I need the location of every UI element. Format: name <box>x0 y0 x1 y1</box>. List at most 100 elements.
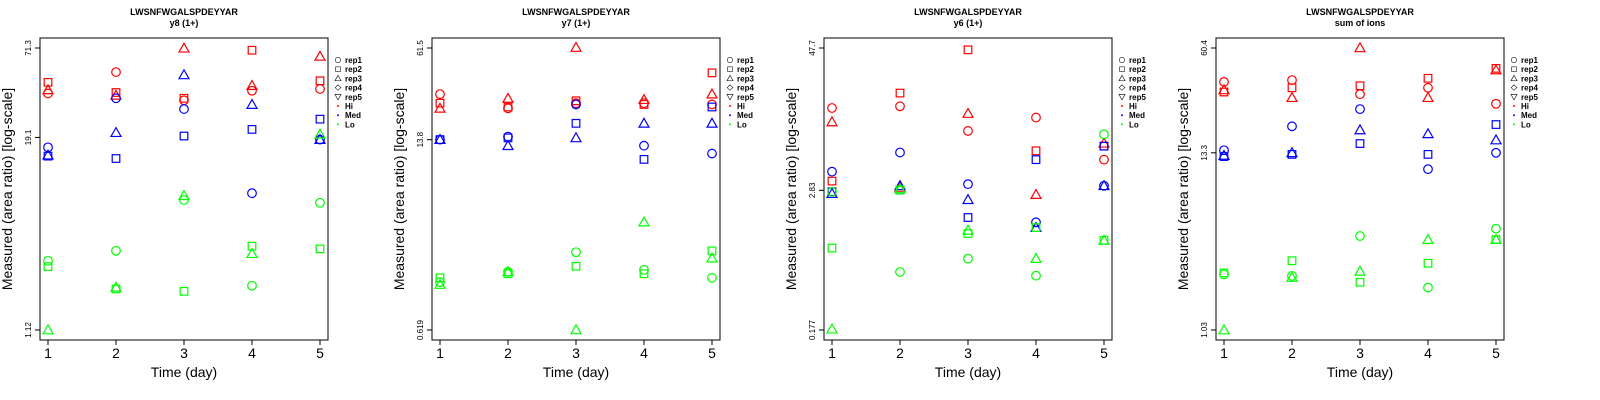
point-lo-rep1-day5 <box>1491 223 1501 234</box>
legend-marker-rep5 <box>1118 94 1126 101</box>
point-hi-rep3-day4 <box>1421 91 1435 103</box>
point-med-rep1-day5 <box>707 148 717 159</box>
x-tick-label: 2 <box>112 345 120 361</box>
point-hi-rep1-day3 <box>1355 89 1365 100</box>
point-med-rep2-day4 <box>247 124 257 134</box>
legend-marker-rep2 <box>1119 66 1125 72</box>
x-tick-label: 1 <box>1220 345 1228 361</box>
point-lo-rep1-day5 <box>707 272 717 283</box>
legend-label-rep3: rep3 <box>737 74 754 83</box>
point-hi-rep1-day5 <box>1491 98 1501 109</box>
point-lo-rep2-day5 <box>315 244 325 254</box>
point-hi-rep3-day3 <box>961 107 975 118</box>
legend-label-rep3: rep3 <box>345 74 362 83</box>
point-med-rep2-day4 <box>1031 155 1041 165</box>
y-axis-label: Measured (area ratio) [log-scale] <box>0 88 15 290</box>
point-lo-rep2-day1 <box>1219 268 1229 278</box>
point-med-rep3-day1 <box>433 133 447 145</box>
point-med-rep3-day3 <box>961 193 975 205</box>
point-med-rep1-day5 <box>1491 147 1501 158</box>
x-tick-label: 5 <box>1100 345 1108 361</box>
legend-label-rep2: rep2 <box>1521 65 1538 74</box>
point-hi-rep2-day4 <box>639 100 649 109</box>
y-tick-label: 0.619 <box>416 319 425 340</box>
point-hi-rep1-day2 <box>1287 75 1297 85</box>
legend-marker-rep3 <box>1118 74 1126 82</box>
legend-label-lo: Lo <box>737 120 747 129</box>
legend-label-med: Med <box>1521 111 1537 120</box>
legend-label-rep5: rep5 <box>1521 93 1538 102</box>
point-hi-rep2-day3 <box>179 93 189 103</box>
x-tick-label: 1 <box>436 345 444 361</box>
y-axis-label: Measured (area ratio) [log-scale] <box>783 88 799 290</box>
y-tick-label: 1.12 <box>24 322 33 338</box>
x-tick-label: 3 <box>572 345 580 361</box>
point-med-rep1-day4 <box>1031 217 1041 228</box>
x-tick-label: 2 <box>896 345 904 361</box>
y-tick-label: 13.8 <box>416 131 425 147</box>
point-med-rep2-day4 <box>1423 149 1433 159</box>
point-hi-rep2-day2 <box>1287 83 1297 93</box>
legend-marker-med <box>729 114 731 117</box>
point-lo-rep3-day4 <box>1029 252 1043 264</box>
x-tick-label: 4 <box>1424 345 1432 361</box>
legend-marker-rep1 <box>1511 57 1517 63</box>
legend-marker-rep5 <box>1510 94 1518 101</box>
point-lo-rep2-day1 <box>43 262 53 271</box>
legend-label-hi: Hi <box>1521 102 1529 111</box>
point-med-rep2-day3 <box>1355 139 1365 148</box>
point-hi-rep2-day2 <box>111 88 121 97</box>
point-hi-rep3-day3 <box>569 41 583 52</box>
legend-marker-rep4 <box>726 84 734 91</box>
x-tick-label: 5 <box>1492 345 1500 361</box>
data-points <box>433 41 719 335</box>
x-tick-label: 2 <box>504 345 512 361</box>
point-med-rep3-day3 <box>569 131 583 143</box>
legend-marker-rep4 <box>1510 84 1518 91</box>
legend-label-rep5: rep5 <box>1129 93 1146 102</box>
point-med-rep3-day4 <box>245 98 259 109</box>
point-lo-rep2-day3 <box>1355 277 1365 287</box>
point-lo-rep3-day2 <box>501 265 515 277</box>
legend-marker-rep2 <box>335 66 341 72</box>
point-hi-rep2-day1 <box>827 176 837 186</box>
legend-label-rep4: rep4 <box>737 84 754 93</box>
point-lo-rep3-day3 <box>177 189 191 201</box>
point-lo-rep3-day3 <box>569 323 583 335</box>
point-lo-rep1-day3 <box>1355 231 1365 241</box>
data-points <box>41 42 327 335</box>
point-lo-rep2-day3 <box>179 286 189 296</box>
chart-title: LWSNFWGALSPDEYYAR <box>914 7 1022 17</box>
point-med-rep2-day5 <box>1099 141 1109 151</box>
point-med-rep3-day5 <box>313 133 327 144</box>
y-axis-label: Measured (area ratio) [log-scale] <box>1175 88 1191 290</box>
point-hi-rep3-day4 <box>245 79 259 90</box>
point-hi-rep3-day1 <box>433 102 447 113</box>
legend-marker-lo <box>337 123 339 126</box>
point-med-rep3-day1 <box>41 148 55 160</box>
point-med-rep1-day1 <box>43 142 53 153</box>
x-axis-label: Time (day) <box>151 364 217 380</box>
x-tick-label: 3 <box>180 345 188 361</box>
point-hi-rep3-day3 <box>177 42 191 53</box>
point-hi-rep1-day4 <box>1031 112 1041 123</box>
point-med-rep2-day3 <box>179 131 189 141</box>
point-hi-rep1-day4 <box>247 85 257 96</box>
point-lo-rep1-day3 <box>571 247 581 258</box>
point-lo-rep3-day5 <box>705 251 719 263</box>
chart-subtitle: y6 (1+) <box>954 18 983 28</box>
point-lo-rep2-day3 <box>571 261 581 271</box>
legend-marker-hi <box>337 105 339 107</box>
point-med-rep1-day4 <box>639 140 649 151</box>
point-med-rep1-day2 <box>111 93 121 104</box>
point-hi-rep3-day1 <box>41 83 55 95</box>
point-hi-rep1-day1 <box>435 89 445 99</box>
point-hi-rep2-day4 <box>1423 73 1433 83</box>
point-hi-rep1-day1 <box>827 103 837 113</box>
legend-label-rep3: rep3 <box>1129 74 1146 83</box>
legend-marker-rep1 <box>335 57 341 63</box>
point-lo-rep2-day5 <box>707 246 717 256</box>
